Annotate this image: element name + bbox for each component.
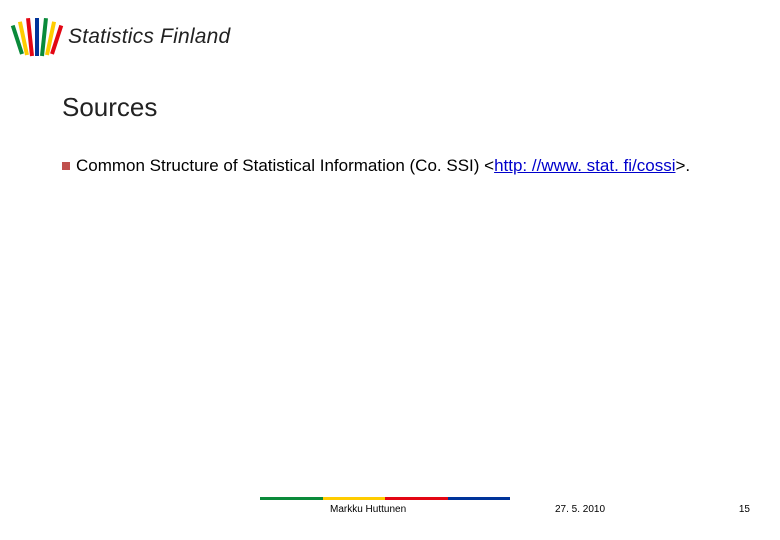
slide-content: Common Structure of Statistical Informat…	[62, 155, 700, 177]
source-link[interactable]: http: //www. stat. fi/cossi	[494, 156, 675, 175]
logo-bar	[35, 18, 39, 56]
brand-text: Statistics Finland	[68, 25, 230, 49]
footer-page-number: 15	[739, 504, 750, 515]
divider-segment	[448, 497, 511, 500]
footer-date: 27. 5. 2010	[555, 504, 605, 515]
bullet-post-text: >.	[675, 156, 690, 175]
footer: Markku Huttunen 27. 5. 2010 15	[0, 504, 780, 520]
footer-author: Markku Huttunen	[330, 504, 406, 515]
bullet-text: Common Structure of Statistical Informat…	[76, 155, 690, 177]
header: Statistics Finland	[20, 18, 230, 56]
footer-divider	[260, 497, 510, 500]
bullet-item: Common Structure of Statistical Informat…	[62, 155, 700, 177]
divider-segment	[260, 497, 323, 500]
logo-icon	[20, 18, 58, 56]
slide-title: Sources	[62, 92, 157, 123]
bullet-pre-text: Common Structure of Statistical Informat…	[76, 156, 494, 175]
divider-segment	[385, 497, 448, 500]
bullet-marker-icon	[62, 162, 70, 170]
divider-segment	[323, 497, 386, 500]
